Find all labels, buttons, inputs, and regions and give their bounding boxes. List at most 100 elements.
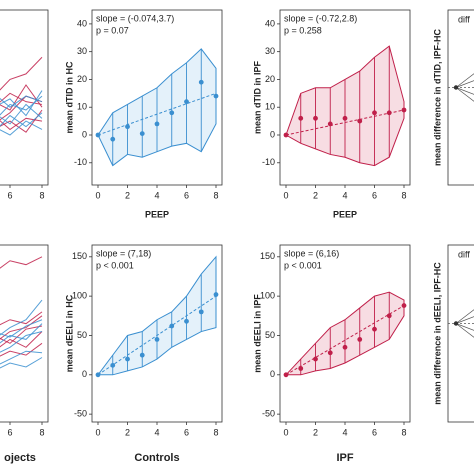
subject-line xyxy=(0,331,43,348)
y-tick-label: 50 xyxy=(265,330,275,340)
subject-line xyxy=(0,109,43,133)
y-tick-label: -50 xyxy=(262,409,275,419)
panel-title: diff xyxy=(458,14,470,24)
x-tick-label: 6 xyxy=(372,427,377,437)
x-tick-label: 0 xyxy=(95,190,100,200)
y-tick-label: 10 xyxy=(77,102,87,112)
x-tick-label: 2 xyxy=(313,190,318,200)
y-axis-label: mean dEELI in IPF xyxy=(252,294,262,373)
trend-line xyxy=(97,295,217,376)
mean-point xyxy=(198,79,204,85)
annotation: p < 0.001 xyxy=(284,260,322,270)
mean-point xyxy=(95,372,101,378)
subject-line xyxy=(0,95,43,108)
y-tick-label: 150 xyxy=(260,251,275,261)
x-tick-label: 8 xyxy=(213,190,218,200)
y-tick-label: 150 xyxy=(72,251,87,261)
y-tick-label: 100 xyxy=(260,291,275,301)
mean-point xyxy=(283,132,289,138)
fan-line xyxy=(455,316,474,324)
x-tick-label: 8 xyxy=(401,190,406,200)
mean-point xyxy=(283,372,289,378)
mean-point xyxy=(357,118,363,124)
subject-line xyxy=(0,56,43,91)
x-tick-label: 2 xyxy=(313,427,318,437)
y-tick-label: 40 xyxy=(265,18,275,28)
fan-line xyxy=(455,87,474,102)
x-axis-label: PEEP xyxy=(333,209,357,219)
subject-line xyxy=(0,315,43,340)
x-tick-label: 2 xyxy=(125,427,130,437)
y-tick-label: 100 xyxy=(72,291,87,301)
mean-point xyxy=(386,313,392,319)
subject-line xyxy=(0,331,43,353)
x-tick-label: 6 xyxy=(372,190,377,200)
subject-line xyxy=(0,323,43,344)
mean-point xyxy=(110,362,116,368)
y-tick-label: -50 xyxy=(74,409,87,419)
mean-point xyxy=(169,110,175,116)
y-tick-label: 10 xyxy=(265,102,275,112)
mean-point xyxy=(313,356,318,362)
mean-point xyxy=(357,337,363,342)
trend-line xyxy=(285,305,405,376)
x-axis-label: PEEP xyxy=(145,209,169,219)
subject-line xyxy=(0,84,43,111)
annotation: p = 0.258 xyxy=(284,25,322,35)
subject-line xyxy=(0,357,43,369)
x-tick-label: 0 xyxy=(95,427,100,437)
subject-line xyxy=(0,299,43,336)
fan-line xyxy=(455,323,474,338)
x-tick-label: 8 xyxy=(213,427,218,437)
y-tick-label: 0 xyxy=(82,129,87,139)
trend-line xyxy=(285,109,405,136)
x-tick-label: 6 xyxy=(7,190,12,200)
y-tick-label: -10 xyxy=(74,157,87,167)
mean-point xyxy=(327,350,333,356)
y-tick-label: 20 xyxy=(77,74,87,84)
plot-frame xyxy=(447,244,474,423)
mean-point xyxy=(386,110,392,116)
fan-line xyxy=(455,323,474,331)
mean-point xyxy=(198,309,204,315)
annotation: slope = (7,18) xyxy=(96,248,151,258)
y-axis-label: mean dTID in HC xyxy=(64,61,74,134)
y-tick-label: 0 xyxy=(270,369,275,379)
x-tick-label: 6 xyxy=(184,427,189,437)
mean-point xyxy=(401,303,407,308)
subject-line xyxy=(0,103,43,125)
annotation: p = 0.07 xyxy=(96,25,129,35)
mean-point xyxy=(213,93,219,99)
mean-point xyxy=(298,366,304,371)
mean-point xyxy=(401,107,407,113)
x-tick-label: 6 xyxy=(7,427,12,437)
annotation: slope = (6,16) xyxy=(284,248,339,258)
subject-line xyxy=(0,350,43,365)
mean-point xyxy=(342,115,348,121)
y-axis-label: mean difference in dTID, IPF-HC xyxy=(432,28,442,166)
mean-point xyxy=(125,356,130,362)
panel-caption: ojects xyxy=(4,452,36,464)
subject-line xyxy=(0,112,43,128)
subject-line xyxy=(0,319,43,338)
origin-point xyxy=(453,85,459,90)
y-tick-label: 40 xyxy=(77,18,87,28)
x-tick-label: 4 xyxy=(342,190,347,200)
x-tick-label: 8 xyxy=(39,427,44,437)
plot-frame xyxy=(0,9,49,186)
panel-title: diff xyxy=(458,249,470,259)
x-tick-label: 0 xyxy=(283,190,288,200)
x-tick-label: 0 xyxy=(283,427,288,437)
mean-point xyxy=(154,337,160,342)
x-tick-label: 4 xyxy=(154,427,159,437)
annotation: p < 0.001 xyxy=(96,260,134,270)
annotation: slope = (-0.72,2.8) xyxy=(284,13,357,23)
panel-caption: IPF xyxy=(336,452,353,464)
subject-line xyxy=(0,120,43,136)
x-tick-label: 2 xyxy=(125,190,130,200)
subject-line xyxy=(0,311,43,326)
y-tick-label: 0 xyxy=(270,129,275,139)
annotation: slope = (-0.074,3.7) xyxy=(96,13,174,23)
mean-point xyxy=(139,131,145,137)
y-axis-label: mean dTID in IPF xyxy=(252,60,262,134)
